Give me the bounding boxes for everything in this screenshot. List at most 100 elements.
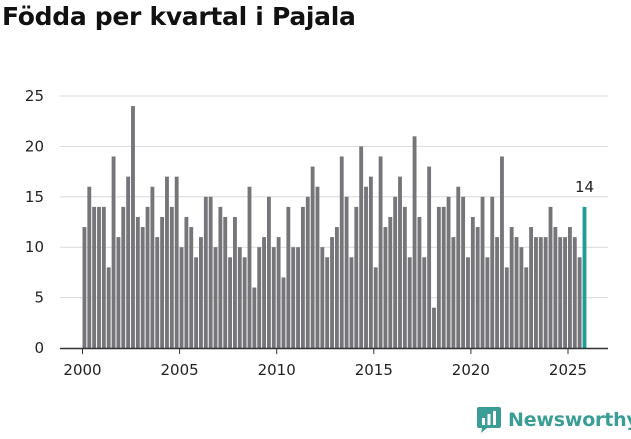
bar: [509, 227, 514, 348]
bar: [364, 186, 368, 348]
bar: [310, 166, 315, 348]
bar: [228, 257, 233, 348]
bar: [412, 136, 417, 348]
bar: [368, 176, 373, 348]
bar: [393, 196, 398, 348]
x-tick-label: 2025: [549, 361, 587, 379]
bar: [150, 186, 155, 348]
bar: [534, 237, 538, 348]
bar: [194, 257, 199, 348]
bar: [461, 196, 466, 348]
bar: [126, 176, 131, 348]
bar: [402, 206, 407, 348]
bar: [203, 196, 208, 348]
bar: [427, 166, 432, 348]
y-tick-label: 5: [34, 289, 44, 307]
bar: [558, 237, 563, 348]
x-tick-label: 2000: [63, 361, 101, 379]
bar: [572, 237, 577, 348]
bar: [388, 216, 393, 348]
bar: [398, 176, 402, 348]
bar: [140, 227, 145, 348]
bar: [373, 267, 378, 348]
bar: [378, 156, 383, 348]
bar: [500, 156, 504, 348]
bar: [466, 257, 470, 348]
y-tick-label: 10: [25, 238, 44, 256]
bar: [451, 237, 456, 348]
bar: [97, 206, 101, 348]
bar: [441, 206, 446, 348]
bar: [519, 247, 524, 348]
bar: [480, 196, 485, 348]
bar: [315, 186, 320, 348]
brand-name: Newsworthy: [508, 409, 631, 431]
x-tick-label: 2015: [355, 361, 393, 379]
bar: [334, 227, 339, 348]
bar: [213, 247, 218, 348]
bar: [543, 237, 548, 348]
bar: [276, 237, 281, 348]
bars: [82, 106, 587, 348]
bar-highlight: [582, 206, 587, 348]
bar: [485, 257, 490, 348]
bar: [233, 216, 237, 348]
bar: [247, 186, 252, 348]
bar: [320, 247, 325, 348]
bar: [490, 196, 495, 348]
bar: [208, 196, 213, 348]
bar: [495, 237, 500, 348]
bar: [475, 227, 480, 348]
bar: [145, 206, 150, 348]
bar: [407, 257, 412, 348]
bar: [87, 186, 92, 348]
bar: [218, 206, 223, 348]
bar: [563, 237, 567, 348]
bar: [160, 216, 165, 348]
bar: [242, 257, 247, 348]
x-tick-label: 2020: [452, 361, 490, 379]
bar: [305, 196, 310, 348]
bar: [344, 196, 349, 348]
bar: [349, 257, 354, 348]
bar: [553, 227, 558, 348]
x-tick-label: 2005: [161, 361, 199, 379]
bar: [538, 237, 543, 348]
bar: [296, 247, 300, 348]
y-tick-label: 15: [25, 188, 44, 206]
bar: [504, 267, 509, 348]
bar: [101, 206, 106, 348]
bar: [524, 267, 529, 348]
bar: [262, 237, 266, 348]
newsworthy-icon: [477, 407, 501, 433]
bar: [266, 196, 271, 348]
bar: [111, 156, 116, 348]
bar: [548, 206, 553, 348]
bar: [422, 257, 427, 348]
bar: [116, 237, 121, 348]
bar: [281, 277, 286, 348]
x-tick-label: 2010: [258, 361, 296, 379]
bar: [237, 247, 242, 348]
bar: [106, 267, 111, 348]
bar: [82, 227, 87, 348]
bar: [470, 216, 475, 348]
bar: [135, 216, 140, 348]
bar: [359, 146, 364, 348]
bar: [291, 247, 296, 348]
bar: [199, 237, 203, 348]
bar: [121, 206, 126, 348]
data-labels: 14: [575, 178, 594, 196]
bar: [165, 176, 169, 348]
bar: [446, 196, 451, 348]
bar: [568, 227, 572, 348]
bar: [325, 257, 330, 348]
bar: [456, 186, 461, 348]
bar: [92, 206, 97, 348]
bar: [155, 237, 160, 348]
bar: [432, 307, 436, 348]
bar: [330, 237, 334, 348]
newsworthy-logo[interactable]: Newsworthy: [476, 406, 631, 434]
bar: [383, 227, 388, 348]
bar: [354, 206, 359, 348]
